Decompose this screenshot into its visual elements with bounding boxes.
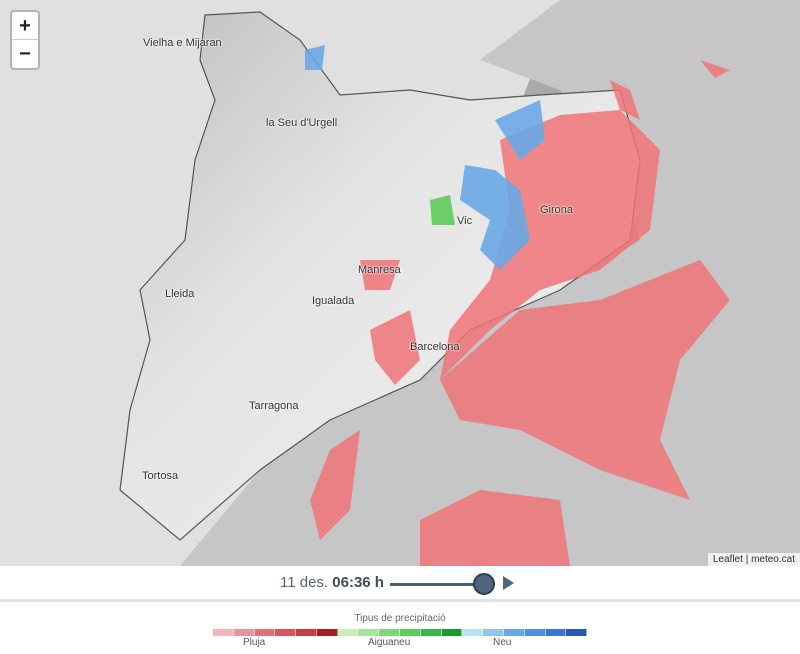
timeline: 11 des. 06:36 h: [0, 566, 800, 602]
zoom-out-button[interactable]: −: [19, 43, 31, 65]
attribution-separator: |: [745, 554, 749, 565]
city-label: Lleida: [165, 288, 195, 300]
city-label: Barcelona: [410, 341, 460, 353]
legend-swatch: [420, 629, 442, 636]
zoom-in-button[interactable]: +: [12, 12, 38, 40]
timestamp: 11 des. 06:36 h: [280, 574, 384, 591]
time-slider-track[interactable]: [390, 583, 484, 586]
legend-label-sleet: Aiguaneu: [368, 637, 411, 648]
legend-swatch: [545, 629, 567, 636]
radar-map[interactable]: + − Vielha e Mijaran la Seu d'Urgell Vic…: [0, 0, 800, 566]
city-label: Manresa: [358, 264, 401, 276]
legend-label-snow: Neu: [493, 637, 512, 648]
time-slider-handle[interactable]: [473, 573, 495, 595]
legend-swatch: [379, 629, 401, 636]
legend-swatches: [213, 629, 588, 636]
zoom-control: + −: [10, 10, 40, 70]
legend-swatch: [337, 629, 359, 636]
legend-swatch: [400, 629, 421, 636]
city-label: Girona: [540, 204, 574, 216]
legend-swatch: [566, 629, 588, 636]
snow-areas: [305, 45, 545, 270]
city-label: Vielha e Mijaran: [143, 37, 222, 49]
city-label: Vic: [457, 215, 473, 227]
sleet-areas: [430, 195, 455, 225]
legend-swatch: [503, 629, 525, 636]
city-label: la Seu d'Urgell: [266, 117, 338, 129]
attribution: Leaflet | meteo.cat: [707, 553, 800, 566]
rain-areas: [310, 60, 730, 566]
legend-swatch: [524, 629, 546, 636]
legend-swatch: [358, 629, 380, 636]
legend-label-rain: Pluja: [243, 637, 266, 648]
legend-title: Tipus de precipitació: [354, 613, 446, 624]
city-label: Igualada: [312, 295, 355, 307]
time-label: 06:36 h: [332, 574, 384, 591]
legend-swatch: [316, 629, 338, 636]
legend-swatch: [275, 629, 297, 636]
legend-swatch: [483, 629, 504, 636]
legend-swatch: [213, 629, 234, 636]
legend-swatch: [462, 629, 484, 636]
play-icon[interactable]: [503, 576, 514, 590]
date-label: 11 des.: [280, 574, 329, 591]
legend-swatch: [233, 629, 255, 636]
city-label: Tortosa: [142, 470, 179, 482]
leaflet-link[interactable]: Leaflet: [712, 554, 743, 565]
meteocat-link[interactable]: meteo.cat: [751, 554, 795, 565]
legend-swatch: [296, 629, 317, 636]
legend-swatch: [441, 629, 463, 636]
city-label: Tarragona: [249, 400, 299, 412]
legend-swatch: [254, 629, 276, 636]
map-base: [0, 0, 800, 566]
